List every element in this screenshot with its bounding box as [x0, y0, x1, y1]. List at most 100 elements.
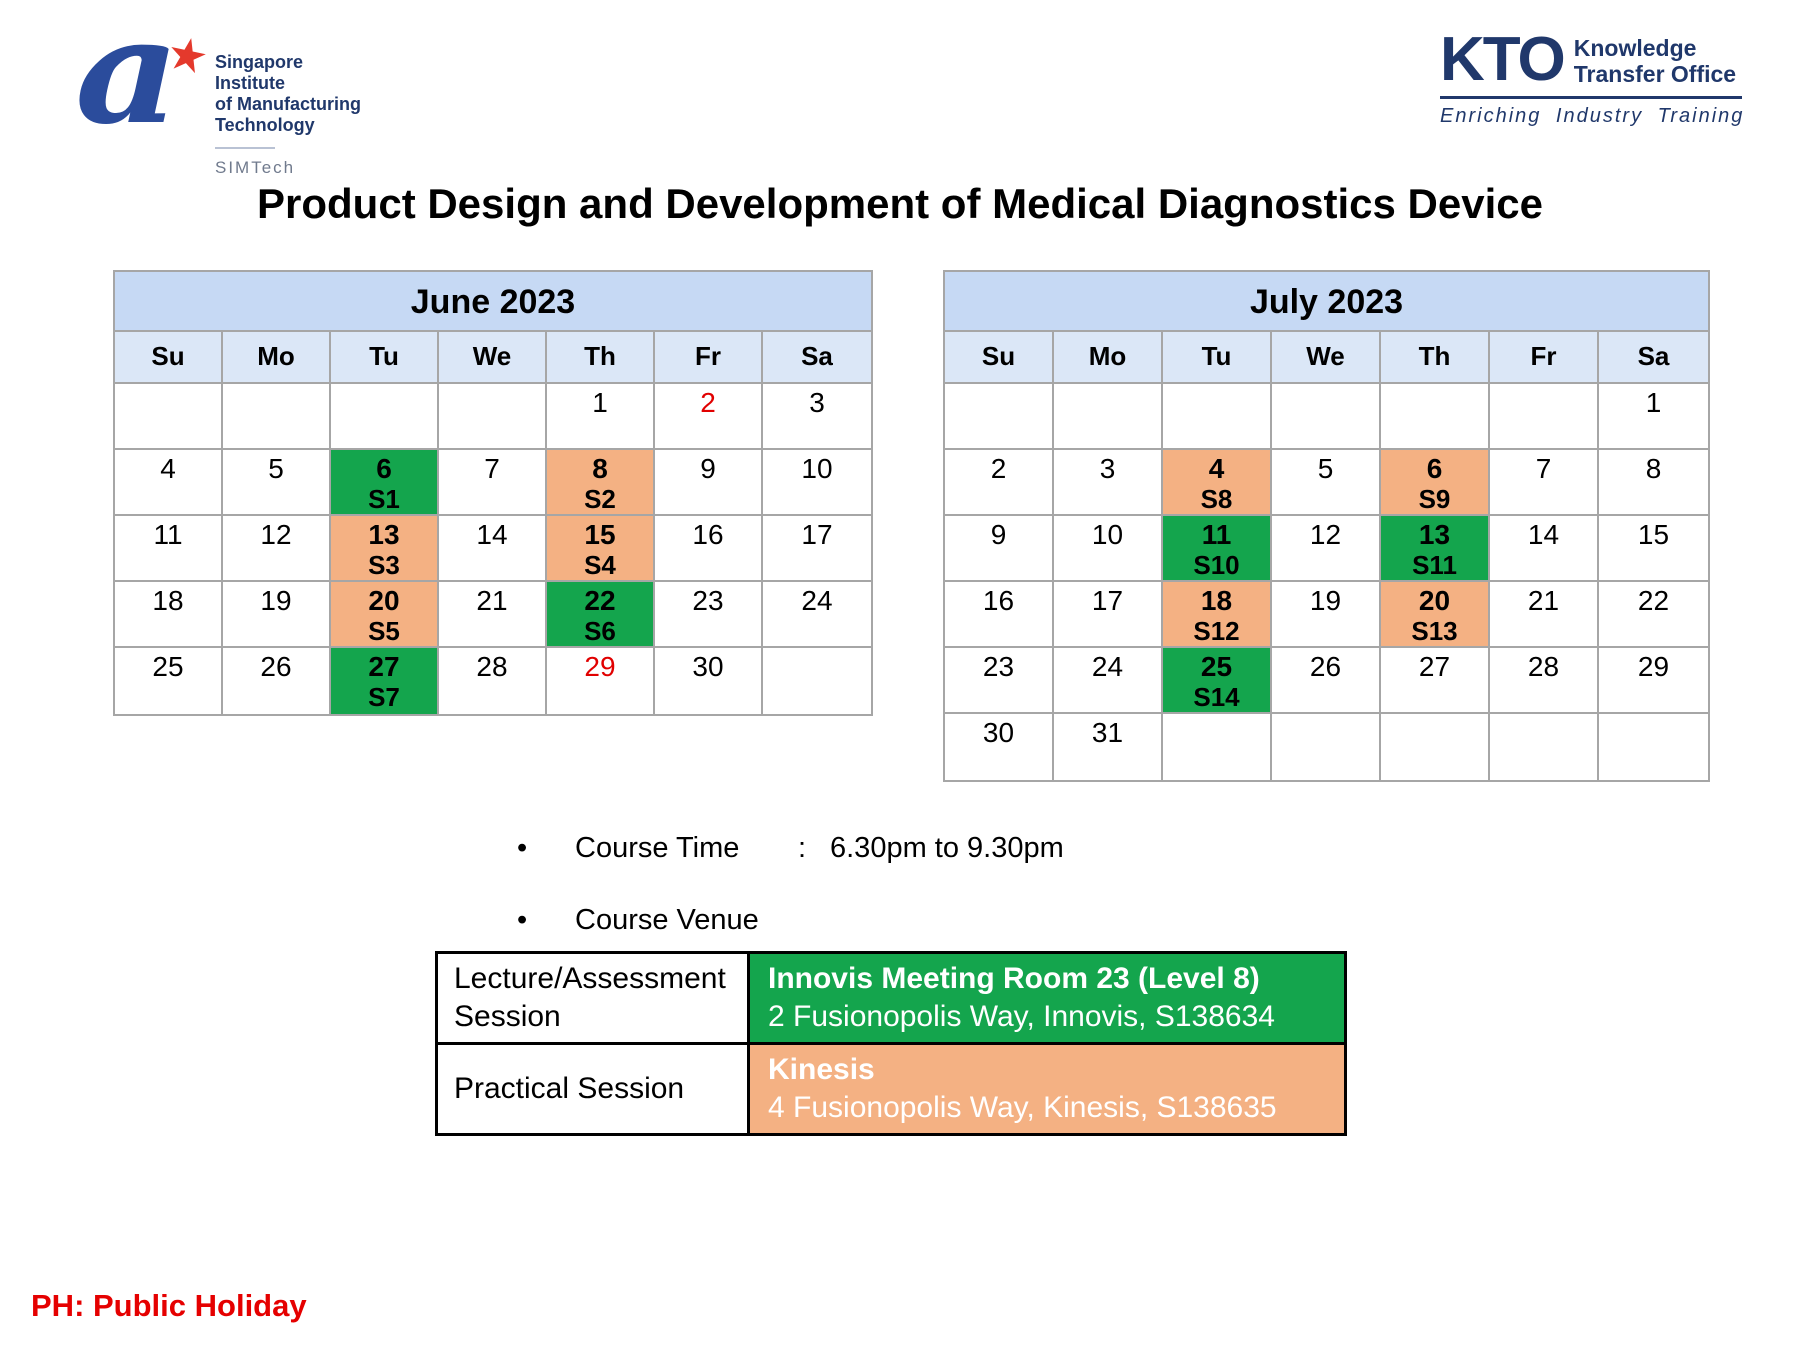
weekday-header: Mo [223, 332, 331, 382]
day-number: 19 [260, 585, 292, 616]
weekday-header: Fr [1490, 332, 1599, 382]
calendar-day-cell: 3 [763, 384, 871, 450]
day-number: 25 [152, 651, 184, 682]
weekday-header: Fr [655, 332, 763, 382]
day-number: 13 [368, 519, 400, 550]
day-number: 7 [1535, 453, 1552, 484]
calendar-empty-cell [331, 384, 439, 450]
day-number: 6 [1426, 453, 1443, 484]
session-label: S3 [368, 550, 400, 580]
calendar-empty-cell [1381, 384, 1490, 450]
calendar-day-cell: 15 S4 [547, 516, 655, 582]
calendar-day-cell: 9 [945, 516, 1054, 582]
calendar-day-cell: 8 [1599, 450, 1708, 516]
kto-name-line: Transfer Office [1573, 61, 1737, 87]
simtech-a-mark-icon: a [75, 0, 181, 157]
calendar-empty-cell [763, 648, 871, 714]
public-holiday-day-number: 29 [584, 651, 616, 682]
calendar-day-cell: 1 [1599, 384, 1708, 450]
day-number: 15 [1637, 519, 1670, 550]
calendar-empty-cell [1599, 714, 1708, 780]
calendar-day-cell: 17 [763, 516, 871, 582]
calendar-day-cell: 4 [115, 450, 223, 516]
weekday-header: Su [115, 332, 223, 382]
calendar-day-cell: 5 [223, 450, 331, 516]
calendar-day-cell: 29 [1599, 648, 1708, 714]
day-number: 18 [1200, 585, 1233, 616]
day-number: 1 [592, 387, 608, 418]
day-number: 22 [1637, 585, 1670, 616]
session-label: S4 [584, 550, 616, 580]
calendar-day-cell: 5 [1272, 450, 1381, 516]
calendar-day-cell: 25 [115, 648, 223, 714]
month-title: June 2023 [115, 272, 871, 332]
venue-details-cell: Innovis Meeting Room 23 (Level 8) 2 Fusi… [750, 954, 1344, 1042]
calendar-day-cell: 18 [115, 582, 223, 648]
day-number: 26 [260, 651, 292, 682]
weekday-header-row: Su Mo Tu We Th Fr Sa [115, 332, 871, 384]
calendar-empty-cell [1490, 384, 1599, 450]
weekday-header: We [439, 332, 547, 382]
day-number: 30 [692, 651, 724, 682]
calendar-day-cell: 2 [655, 384, 763, 450]
session-label: S5 [368, 616, 400, 646]
session-label: S12 [1193, 616, 1240, 646]
calendar-day-cell: 17 [1054, 582, 1163, 648]
calendar-empty-cell [223, 384, 331, 450]
calendar-day-cell: 7 [1490, 450, 1599, 516]
course-time-line: • Course Time : 6.30pm to 9.30pm [517, 832, 1064, 865]
calendar-empty-cell [1490, 714, 1599, 780]
day-number: 16 [982, 585, 1015, 616]
page-title: Product Design and Development of Medica… [257, 180, 1543, 227]
session-label: S2 [584, 484, 616, 514]
day-number: 3 [1099, 453, 1116, 484]
calendar-day-cell: 20 S13 [1381, 582, 1490, 648]
day-number: 28 [1527, 651, 1560, 682]
session-type-cell: Lecture/Assessment Session [438, 954, 750, 1042]
day-number: 24 [801, 585, 833, 616]
day-number: 8 [1645, 453, 1662, 484]
day-number: 25 [1200, 651, 1233, 682]
day-number: 9 [990, 519, 1007, 550]
calendar-day-cell: 13 S11 [1381, 516, 1490, 582]
kto-name-line: Knowledge [1573, 35, 1697, 61]
weekday-header: Th [547, 332, 655, 382]
day-number: 20 [1418, 585, 1451, 616]
session-label: S11 [1412, 550, 1457, 580]
session-label: S9 [1418, 484, 1451, 514]
calendar-day-cell: 12 [223, 516, 331, 582]
session-label: S8 [1200, 484, 1233, 514]
day-number: 17 [1091, 585, 1124, 616]
day-number: 14 [476, 519, 508, 550]
day-number: 12 [260, 519, 292, 550]
course-time-separator: : [798, 832, 807, 864]
day-number: 29 [1637, 651, 1670, 682]
weekday-header: Tu [1163, 332, 1272, 382]
calendar-empty-cell [1054, 384, 1163, 450]
calendar-day-cell: 13 S3 [331, 516, 439, 582]
day-number: 4 [1208, 453, 1225, 484]
calendar-day-cell: 10 [1054, 516, 1163, 582]
day-number: 21 [476, 585, 508, 616]
calendar-day-cell: 28 [1490, 648, 1599, 714]
calendar-day-cell: 2 [945, 450, 1054, 516]
day-number: 8 [592, 453, 608, 484]
day-number: 22 [584, 585, 616, 616]
calendar-day-cell: 27 [1381, 648, 1490, 714]
calendar-day-cell: 30 [655, 648, 763, 714]
day-number: 6 [376, 453, 392, 484]
kto-logo-top: KTO Knowledge Transfer Office [1440, 29, 1742, 91]
day-number: 26 [1309, 651, 1342, 682]
session-label: S13 [1411, 616, 1458, 646]
calendar-grid: 1 2 3 4 S8 5 6 S9 7 8 9 10 11 S10 12 13 S11 14 15 16 17 18 S12… [945, 384, 1708, 780]
calendar-day-cell: 3 [1054, 450, 1163, 516]
day-number: 30 [982, 717, 1015, 748]
day-number: 18 [152, 585, 184, 616]
day-number: 28 [476, 651, 508, 682]
calendar-day-cell: 16 [655, 516, 763, 582]
venue-table-row: Lecture/Assessment Session Innovis Meeti… [438, 954, 1344, 1042]
calendar-day-cell: 6 S9 [1381, 450, 1490, 516]
weekday-header: Th [1381, 332, 1490, 382]
day-number: 1 [1645, 387, 1662, 418]
day-number: 27 [368, 651, 400, 682]
